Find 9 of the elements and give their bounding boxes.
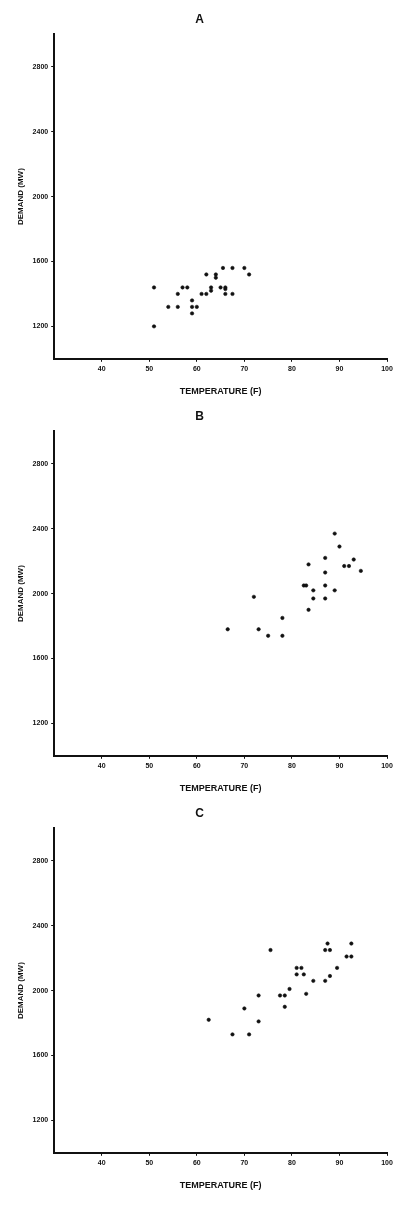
- x-axis-title: TEMPERATURE (F): [179, 1180, 262, 1191]
- chart-title: B: [195, 408, 205, 423]
- x-axis-title: TEMPERATURE (F): [179, 386, 262, 397]
- x-axis-title: TEMPERATURE (F): [179, 783, 262, 794]
- chart-title: C: [195, 805, 205, 820]
- chart-title: A: [195, 11, 205, 26]
- y-axis-title: DEMAND (MW): [16, 961, 25, 1020]
- y-axis-title: DEMAND (MW): [16, 564, 25, 623]
- y-axis-title: DEMAND (MW): [16, 167, 25, 226]
